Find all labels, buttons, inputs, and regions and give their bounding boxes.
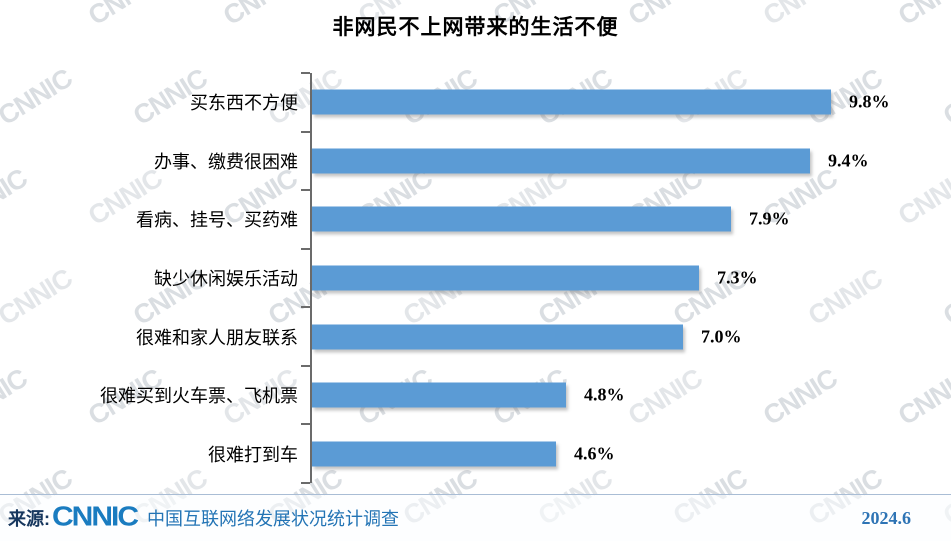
category-label: 买东西不方便 xyxy=(190,93,298,114)
cnnic-logo: CNNIC xyxy=(52,501,139,532)
category-label: 很难和家人朋友联系 xyxy=(136,327,298,348)
axis-tick xyxy=(301,365,310,367)
axis-tick xyxy=(301,306,310,308)
bar-row: 很难打到车 4.6% xyxy=(0,424,951,483)
category-label: 看病、挂号、买药难 xyxy=(136,210,298,231)
value-label: 7.0% xyxy=(701,326,742,347)
bar-row: 很难和家人朋友联系 7.0% xyxy=(0,307,951,366)
plot-area: 买东西不方便 9.8% 办事、缴费很困难 9.4% 看病、挂号、买药难 7.9% 缺少休闲娱… xyxy=(0,72,951,484)
value-label: 9.8% xyxy=(849,91,890,112)
value-label: 9.4% xyxy=(828,150,869,171)
value-label: 7.9% xyxy=(749,208,790,229)
bar-row: 看病、挂号、买药难 7.9% xyxy=(0,190,951,249)
bar xyxy=(312,206,731,232)
category-label: 很难打到车 xyxy=(208,444,298,465)
axis-tick xyxy=(301,72,310,74)
axis-tick xyxy=(301,482,310,484)
bar-row: 缺少休闲娱乐活动 7.3% xyxy=(0,249,951,308)
bar xyxy=(312,265,699,291)
bar-row: 办事、缴费很困难 9.4% xyxy=(0,132,951,191)
source-name: 中国互联网络发展状况统计调查 xyxy=(147,509,399,529)
bar-row: 很难买到火车票、飞机票 4.8% xyxy=(0,366,951,425)
bar xyxy=(312,324,683,350)
axis-tick xyxy=(301,189,310,191)
bar xyxy=(312,89,831,115)
value-label: 4.8% xyxy=(584,384,625,405)
bar xyxy=(312,148,810,174)
source-label: 来源: xyxy=(8,509,50,529)
bar-row: 买东西不方便 9.8% xyxy=(0,73,951,132)
category-axis-line xyxy=(310,73,312,483)
footer: 来源: CNNIC 中国互联网络发展状况统计调查 2024.6 xyxy=(0,494,951,541)
value-label: 4.6% xyxy=(574,443,615,464)
axis-tick xyxy=(301,248,310,250)
category-label: 很难买到火车票、飞机票 xyxy=(100,386,298,407)
bar xyxy=(312,441,556,467)
report-date: 2024.6 xyxy=(861,507,912,528)
value-label: 7.3% xyxy=(717,267,758,288)
axis-tick xyxy=(301,423,310,425)
chart-title: 非网民不上网带来的生活不便 xyxy=(332,16,619,39)
bar xyxy=(312,382,566,408)
category-label: 办事、缴费很困难 xyxy=(154,151,298,172)
category-label: 缺少休闲娱乐活动 xyxy=(154,268,298,289)
axis-tick xyxy=(301,131,310,133)
